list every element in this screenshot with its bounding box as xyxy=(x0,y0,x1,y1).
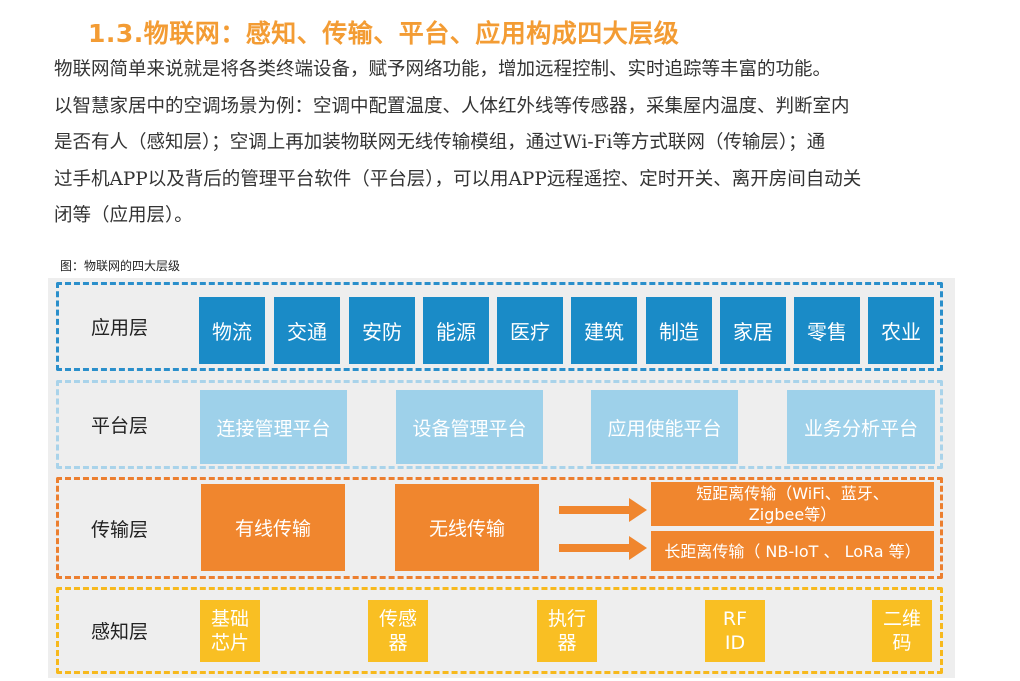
long-range-transmission-box: 长距离传输（ NB-IoT 、 LoRa 等） xyxy=(651,531,934,571)
perception-layer-label: 感知层 xyxy=(91,621,149,643)
application-layer: 应用层 物流 交通 安防 能源 医疗 建筑 制造 家居 零售 农业 xyxy=(56,282,943,371)
perception-item-qr-code: 二维 码 xyxy=(872,600,932,662)
section-title: 1.3.物联网：感知、传输、平台、应用构成四大层级 xyxy=(88,19,680,48)
application-layer-label: 应用层 xyxy=(91,317,149,339)
paragraph-line: 是否有人（感知层）；空调上再加装物联网无线传输模组，通过Wi-Fi等方式联网（传… xyxy=(54,132,826,153)
wireless-transmission-box: 无线传输 xyxy=(395,484,539,571)
app-item-transport: 交通 xyxy=(274,297,340,364)
app-item-energy: 能源 xyxy=(423,297,489,364)
app-item-manufacturing: 制造 xyxy=(646,297,712,364)
platform-layer-label: 平台层 xyxy=(91,415,149,437)
perception-item-rfid: RF ID xyxy=(705,600,765,662)
transmission-layer-label: 传输层 xyxy=(91,518,149,541)
platform-item-analytics: 业务分析平台 xyxy=(787,390,935,464)
platform-item-device: 设备管理平台 xyxy=(396,390,543,464)
wired-transmission-box: 有线传输 xyxy=(201,484,345,571)
short-range-transmission-box: 短距离传输（WiFi、蓝牙、Zigbee等） xyxy=(651,482,934,526)
perception-item-chip: 基础 芯片 xyxy=(200,600,260,662)
paragraph-line: 闭等（应用层）。 xyxy=(54,205,193,226)
app-item-retail: 零售 xyxy=(794,297,860,364)
transmission-layer: 传输层 有线传输 无线传输 短距离传输（WiFi、蓝牙、Zigbee等） 长距离… xyxy=(56,477,943,579)
app-item-security: 安防 xyxy=(349,297,415,364)
app-item-agriculture: 农业 xyxy=(868,297,934,364)
perception-item-actuator: 执行 器 xyxy=(537,600,597,662)
intro-paragraph: 物联网简单来说就是将各类终端设备，赋予网络功能，增加远程控制、实时追踪等丰富的功… xyxy=(54,52,979,235)
platform-item-connection: 连接管理平台 xyxy=(200,390,347,464)
app-item-medical: 医疗 xyxy=(497,297,563,364)
platform-layer: 平台层 连接管理平台 设备管理平台 应用使能平台 业务分析平台 xyxy=(56,380,943,469)
platform-item-enablement: 应用使能平台 xyxy=(591,390,738,464)
iot-layers-diagram: 应用层 物流 交通 安防 能源 医疗 建筑 制造 家居 零售 农业 平台层 连接… xyxy=(48,278,955,678)
app-item-home: 家居 xyxy=(720,297,786,364)
app-item-logistics: 物流 xyxy=(199,297,265,364)
paragraph-line: 过手机APP以及背后的管理平台软件（平台层），可以用APP远程遥控、定时开关、离… xyxy=(54,168,862,190)
right-arrow-icon xyxy=(559,536,647,560)
paragraph-line: 物联网简单来说就是将各类终端设备，赋予网络功能，增加远程控制、实时追踪等丰富的功… xyxy=(54,59,832,80)
perception-layer: 感知层 基础 芯片 传感 器 执行 器 RF ID 二维 码 xyxy=(56,587,943,674)
perception-item-sensor: 传感 器 xyxy=(368,600,428,662)
app-item-building: 建筑 xyxy=(571,297,637,364)
right-arrow-icon xyxy=(559,498,647,522)
figure-caption: 图：物联网的四大层级 xyxy=(60,259,181,273)
paragraph-line: 以智慧家居中的空调场景为例：空调中配置温度、人体红外线等传感器，采集屋内温度、判… xyxy=(54,95,850,117)
